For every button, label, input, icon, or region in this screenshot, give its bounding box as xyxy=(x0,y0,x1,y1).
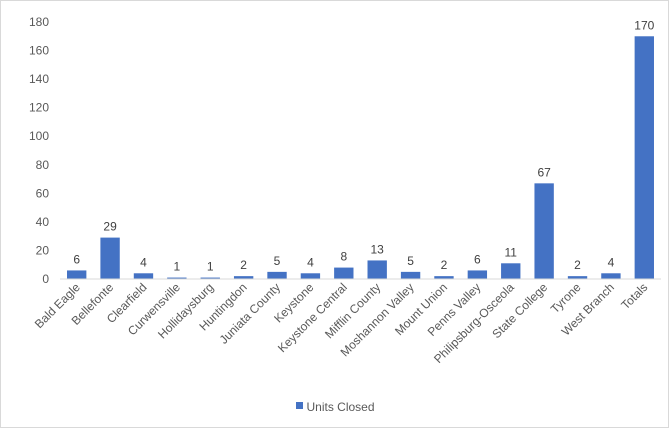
y-tick-label: 0 xyxy=(42,272,49,286)
bar-series xyxy=(67,36,654,280)
bar xyxy=(67,270,87,279)
data-label: 8 xyxy=(340,250,347,264)
bar xyxy=(534,183,554,279)
data-label: 1 xyxy=(207,260,214,274)
data-label: 5 xyxy=(274,254,281,268)
y-tick-label: 40 xyxy=(36,215,50,229)
bar xyxy=(133,273,154,279)
bar xyxy=(334,267,354,279)
legend-label: Units Closed xyxy=(306,399,375,414)
bar xyxy=(467,270,488,279)
bar xyxy=(100,237,120,279)
data-label: 5 xyxy=(407,254,414,268)
bar xyxy=(367,260,387,279)
data-label: 2 xyxy=(240,258,247,272)
legend: Units Closed xyxy=(1,399,669,414)
bar xyxy=(567,276,588,279)
data-label: 2 xyxy=(441,258,448,272)
y-axis: 0 20 40 60 80 100 120 140 160 180 xyxy=(29,15,49,286)
data-label: 11 xyxy=(505,245,518,259)
data-label: 4 xyxy=(140,255,147,269)
y-tick-label: 120 xyxy=(29,101,49,115)
bar xyxy=(501,263,521,279)
x-tick-label: Totals xyxy=(618,280,650,312)
y-tick-label: 60 xyxy=(36,186,50,200)
data-label: 170 xyxy=(634,18,654,32)
data-label: 4 xyxy=(608,255,615,269)
data-label: 67 xyxy=(537,165,551,179)
data-label: 6 xyxy=(73,252,80,266)
bar xyxy=(634,36,654,280)
y-tick-label: 80 xyxy=(36,158,50,172)
data-label: 4 xyxy=(307,255,314,269)
bar xyxy=(267,271,287,279)
data-label: 2 xyxy=(574,258,581,272)
bar xyxy=(233,276,254,279)
y-tick-label: 140 xyxy=(29,72,49,86)
legend-swatch xyxy=(296,402,304,410)
y-tick-label: 100 xyxy=(29,129,49,143)
bar xyxy=(300,273,321,279)
data-label: 6 xyxy=(474,252,481,266)
bar xyxy=(434,276,454,279)
x-axis-labels: Bald EagleBellefonteClearfieldCurwensvil… xyxy=(32,280,651,366)
data-label: 1 xyxy=(174,260,181,274)
bar xyxy=(400,271,421,279)
bar xyxy=(167,277,187,279)
data-label: 13 xyxy=(371,242,385,256)
y-tick-label: 160 xyxy=(29,44,49,58)
data-label: 29 xyxy=(103,220,117,234)
y-tick-label: 20 xyxy=(36,243,50,257)
y-tick-label: 180 xyxy=(29,15,49,29)
bar xyxy=(200,277,220,279)
bar xyxy=(601,273,621,279)
